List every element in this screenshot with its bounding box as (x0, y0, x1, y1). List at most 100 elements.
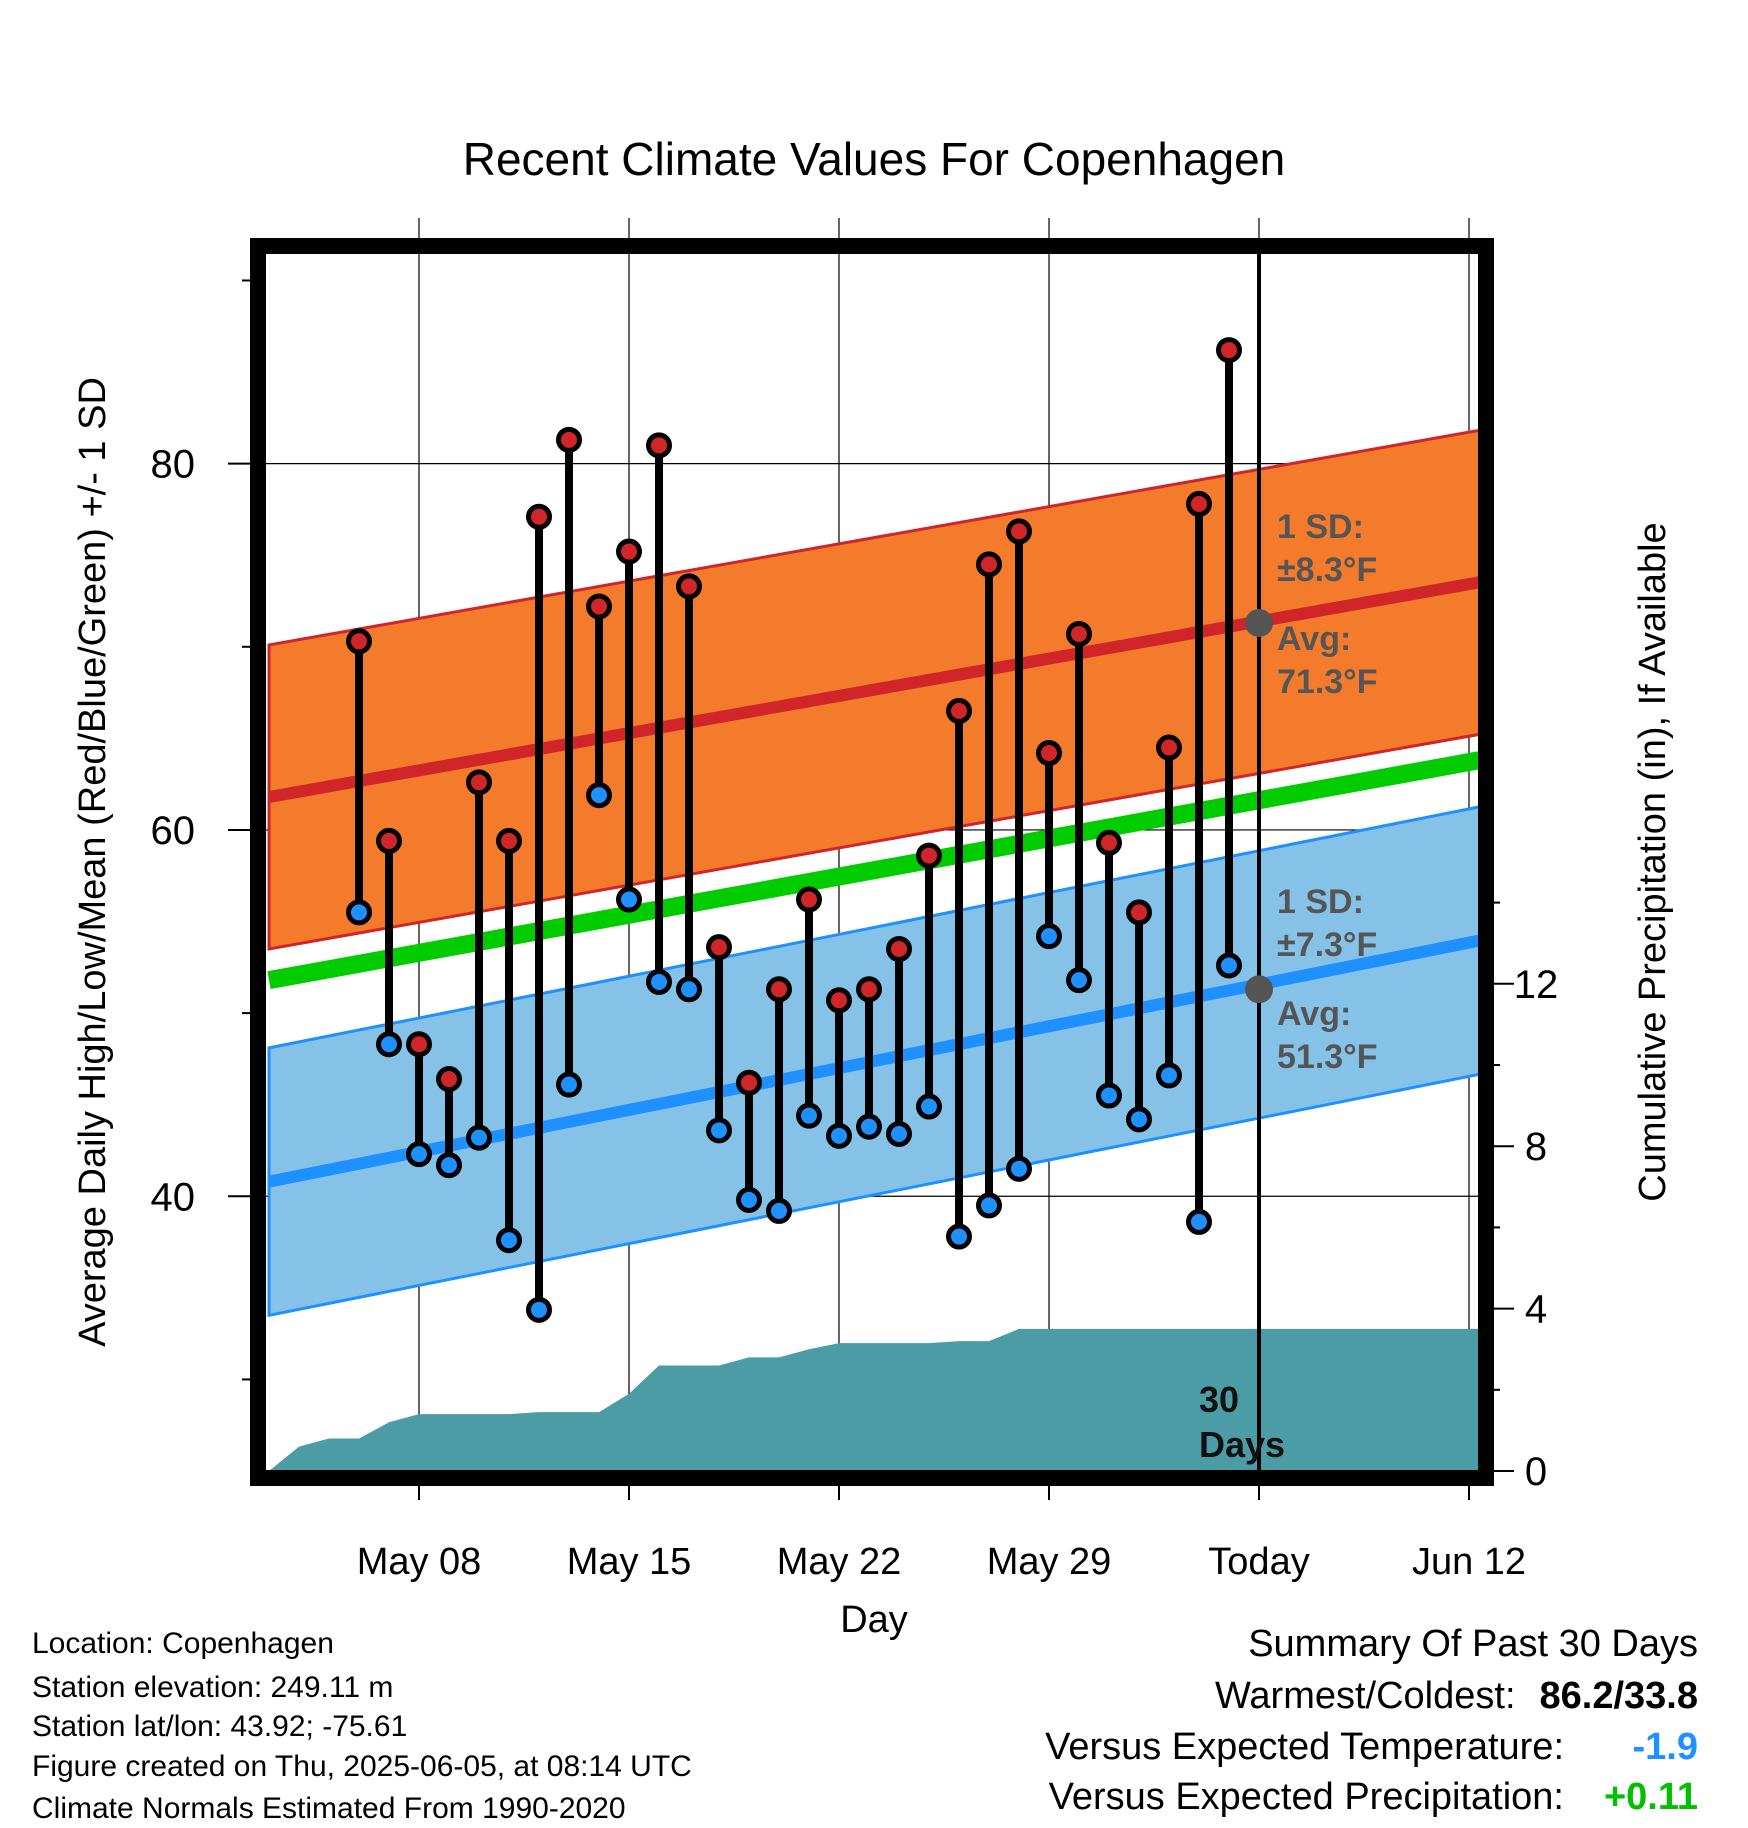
summary-precip: Versus Expected Precipitation: +0.11 (1049, 1776, 1698, 1819)
low-avg-label: Avg: (1277, 995, 1351, 1033)
low-point (1156, 1062, 1182, 1089)
x-tick-label: Today (1208, 1541, 1309, 1583)
low-point (676, 976, 702, 1003)
x-tick-label: Jun 12 (1412, 1541, 1526, 1583)
high-point (406, 1031, 432, 1058)
high-point (946, 697, 972, 724)
high-point (496, 827, 522, 854)
low-point (646, 968, 672, 995)
high-point (616, 538, 642, 565)
low-point (526, 1296, 552, 1323)
summary-warmest-value: 86.2/33.8 (1539, 1675, 1698, 1717)
chart-title: Recent Climate Values For Copenhagen (463, 133, 1286, 185)
y-tick-label: 40 (151, 1175, 196, 1219)
high-point (526, 503, 552, 530)
high-point (1036, 740, 1062, 767)
low-point (466, 1124, 492, 1151)
y-tick-label: 80 (151, 443, 196, 487)
low-point (1036, 923, 1062, 950)
low-point (496, 1227, 522, 1254)
high-point (766, 976, 792, 1003)
low-point (346, 899, 372, 926)
x-tick-label: May 29 (987, 1541, 1112, 1583)
summary-temp: Versus Expected Temperature: -1.9 (1045, 1726, 1698, 1769)
high-point (976, 551, 1002, 578)
summary-temp-value: -1.9 (1632, 1726, 1698, 1768)
high-point (436, 1066, 462, 1093)
plot-area (267, 253, 1479, 1471)
y-axis-label: Average Daily High/Low/Mean (Red/Blue/Gr… (72, 377, 114, 1347)
band-labels: 1 SD: ±8.3°F Avg: 71.3°F 1 SD: ±7.3°F Avg: 51.3… (151, 443, 1559, 1583)
high-point (796, 886, 822, 913)
summary-precip-value: +0.11 (1603, 1776, 1698, 1818)
high-point (706, 934, 732, 961)
high-point (1216, 337, 1242, 364)
y2-tick-label: 0 (1525, 1450, 1547, 1494)
today-high-marker (1245, 608, 1273, 637)
high-point (916, 842, 942, 869)
low-point (736, 1186, 762, 1213)
summary-warmest: Warmest/Coldest: 86.2/33.8 (1215, 1675, 1698, 1718)
observed-temperatures (346, 337, 1273, 1323)
info-location: Location: Copenhagen (32, 1627, 334, 1660)
y2-axis-label: Cumulative Precipitation (in), If Availa… (1632, 522, 1674, 1201)
high-point (1186, 490, 1212, 517)
y2-tick-label: 12 (1514, 963, 1559, 1007)
high-avg-label: Avg: (1277, 620, 1351, 658)
axes (228, 279, 1514, 1500)
low-point (436, 1152, 462, 1179)
low-point (556, 1071, 582, 1098)
y2-tick-label: 8 (1525, 1125, 1547, 1169)
y2-tick-label: 4 (1525, 1288, 1547, 1332)
info-elevation: Station elevation: 249.11 m (32, 1671, 394, 1704)
low-point (976, 1192, 1002, 1219)
info-latlon: Station lat/lon: 43.92; -75.61 (32, 1710, 408, 1743)
high-point (1006, 518, 1032, 545)
normal-high-line (267, 576, 1479, 803)
low-point (826, 1122, 852, 1149)
high-point (826, 987, 852, 1014)
window-label-unit: Days (1199, 1424, 1285, 1465)
low-point (796, 1102, 822, 1129)
low-avg-value: 51.3°F (1277, 1038, 1378, 1076)
today-low-marker (1245, 975, 1273, 1004)
low-point (376, 1031, 402, 1058)
info-normals: Climate Normals Estimated From 1990-2020 (32, 1792, 626, 1825)
high-point (556, 426, 582, 453)
high-sd-value: ±8.3°F (1277, 551, 1377, 589)
low-point (946, 1223, 972, 1250)
high-point (646, 432, 672, 459)
low-point (1096, 1082, 1122, 1109)
summary-title: Summary Of Past 30 Days (1248, 1623, 1698, 1665)
x-axis-label: Day (840, 1599, 908, 1641)
high-point (886, 936, 912, 962)
high-point (1126, 899, 1152, 926)
high-avg-value: 71.3°F (1277, 663, 1378, 701)
window-label-number: 30 (1199, 1379, 1239, 1420)
high-point (586, 593, 612, 620)
plot-frame (250, 238, 1494, 1486)
high-point (466, 769, 492, 796)
low-sd-label: 1 SD: (1277, 883, 1364, 921)
low-point (1216, 952, 1242, 979)
low-point (1186, 1208, 1212, 1235)
low-point (766, 1197, 792, 1224)
x-tick-label: May 22 (777, 1541, 902, 1583)
y-tick-label: 60 (151, 809, 196, 853)
summary-warmest-label: Warmest/Coldest: (1214, 1675, 1516, 1717)
summary-temp-label: Versus Expected Temperature: (1045, 1726, 1564, 1768)
low-point (856, 1113, 882, 1140)
high-point (1066, 620, 1092, 647)
low-point (1006, 1155, 1032, 1182)
high-point (1096, 829, 1122, 856)
low-point (886, 1120, 912, 1147)
high-point (856, 976, 882, 1003)
high-point (676, 573, 702, 600)
info-created: Figure created on Thu, 2025-06-05, at 08… (32, 1750, 692, 1783)
low-point (406, 1141, 432, 1168)
x-tick-label: May 08 (357, 1541, 482, 1583)
low-point (1066, 967, 1092, 994)
high-point (346, 628, 372, 655)
low-point (1126, 1106, 1152, 1133)
